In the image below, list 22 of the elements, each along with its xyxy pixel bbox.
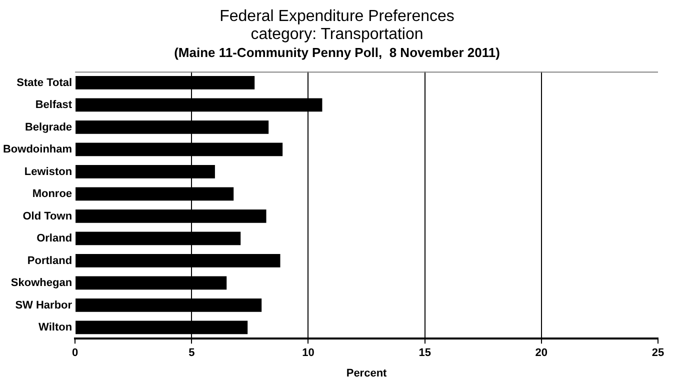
y-tick-label: Belfast bbox=[35, 99, 72, 112]
y-tick-label: SW Harbor bbox=[15, 299, 73, 312]
y-tick-label: Wilton bbox=[38, 322, 72, 334]
x-axis-title: Percent bbox=[346, 367, 388, 380]
y-tick-label: Belgrade bbox=[24, 121, 72, 134]
chart-title: Federal Expenditure Preferences bbox=[218, 8, 456, 26]
x-tick-label: 5 bbox=[188, 347, 195, 360]
y-tick-label: State Total bbox=[16, 76, 72, 89]
x-tick-label: 15 bbox=[418, 347, 431, 360]
x-tick-label: 0 bbox=[72, 347, 78, 360]
y-tick-label: Monroe bbox=[32, 188, 72, 200]
x-tick-label: 20 bbox=[535, 347, 548, 360]
text: (Maine 11-Community Penny Poll, 8 November 2011) bbox=[173, 44, 501, 61]
y-tick-label: Bowdoinham bbox=[2, 144, 72, 156]
chart-subtitle: category: Transportation bbox=[250, 26, 424, 44]
y-tick-label: Portland bbox=[27, 254, 72, 267]
x-tick-label: 10 bbox=[302, 347, 314, 360]
x-tick-label: 25 bbox=[652, 347, 664, 360]
y-tick-label: Skowhegan bbox=[10, 277, 72, 290]
y-tick-label: Orland bbox=[36, 232, 72, 245]
y-tick-label: Old Town bbox=[22, 210, 72, 222]
y-tick-label: Lewiston bbox=[24, 166, 72, 178]
